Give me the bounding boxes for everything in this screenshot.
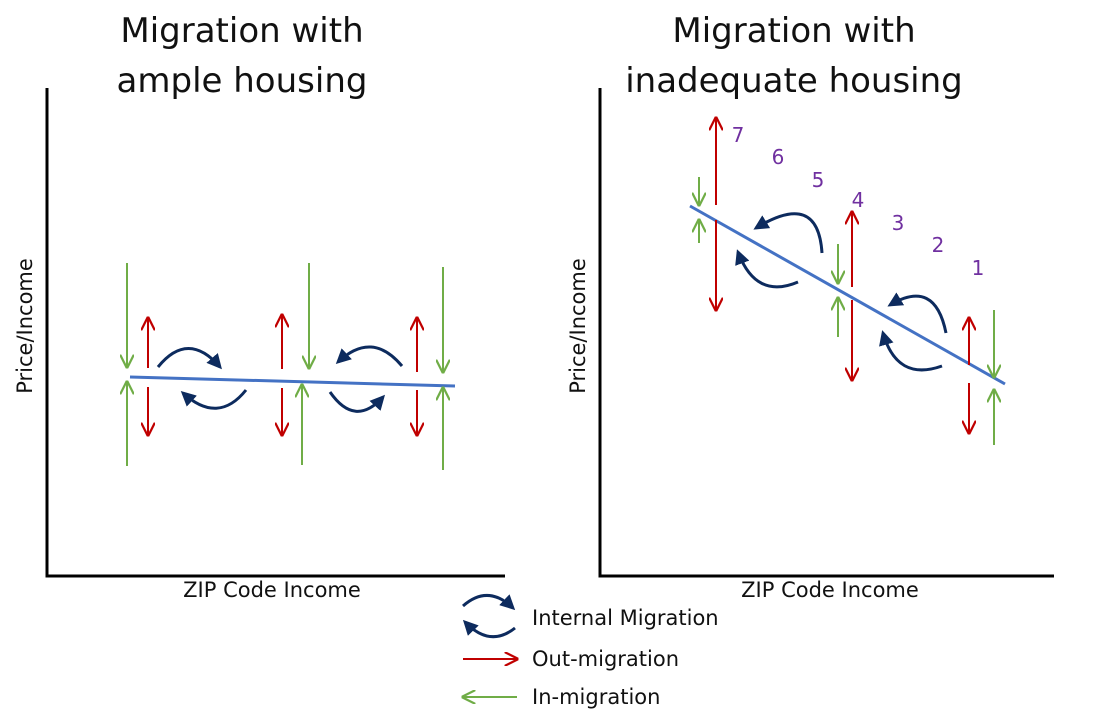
rank-label-6: 6 [772, 145, 785, 169]
left-internal-migration-arrows [156, 345, 404, 413]
right-title-line2: inadequate housing [625, 61, 963, 101]
right-rank-labels: 7 6 5 4 3 2 1 [732, 123, 985, 280]
left-out-migration-arrows [148, 315, 417, 435]
right-in-migration-arrows [699, 177, 994, 445]
right-trend-line [689, 204, 1006, 386]
legend-internal-migration-icon [462, 594, 516, 639]
right-x-axis-label: ZIP Code Income [741, 578, 919, 602]
left-title-line1: Migration with [120, 11, 363, 51]
legend-in-label: In-migration [532, 685, 660, 709]
rank-label-1: 1 [972, 256, 985, 280]
legend-internal-label: Internal Migration [532, 606, 719, 630]
legend-out-label: Out-migration [532, 647, 679, 671]
rank-label-5: 5 [812, 168, 825, 192]
left-in-migration-arrows [127, 263, 443, 470]
right-y-axis-label: Price/Income [566, 258, 590, 394]
left-y-axis-label: Price/Income [13, 258, 37, 394]
rank-label-2: 2 [932, 233, 945, 257]
left-title-line2: ample housing [117, 61, 368, 101]
right-out-migration-arrows [716, 118, 969, 433]
rank-label-3: 3 [892, 211, 905, 235]
legend: Internal Migration Out-migration In-migr… [462, 594, 719, 709]
right-title-line1: Migration with [672, 11, 915, 51]
left-x-axis-label: ZIP Code Income [183, 578, 361, 602]
right-panel: Migration with inadequate housing ZIP Co… [566, 11, 1054, 602]
left-panel: Migration with ample housing ZIP Code In… [13, 11, 505, 602]
right-internal-migration-arrows [735, 212, 948, 372]
right-axes [598, 88, 1054, 578]
left-axes [45, 88, 505, 578]
left-trend-line [129, 375, 456, 388]
rank-label-7: 7 [732, 123, 745, 147]
rank-label-4: 4 [852, 188, 865, 212]
